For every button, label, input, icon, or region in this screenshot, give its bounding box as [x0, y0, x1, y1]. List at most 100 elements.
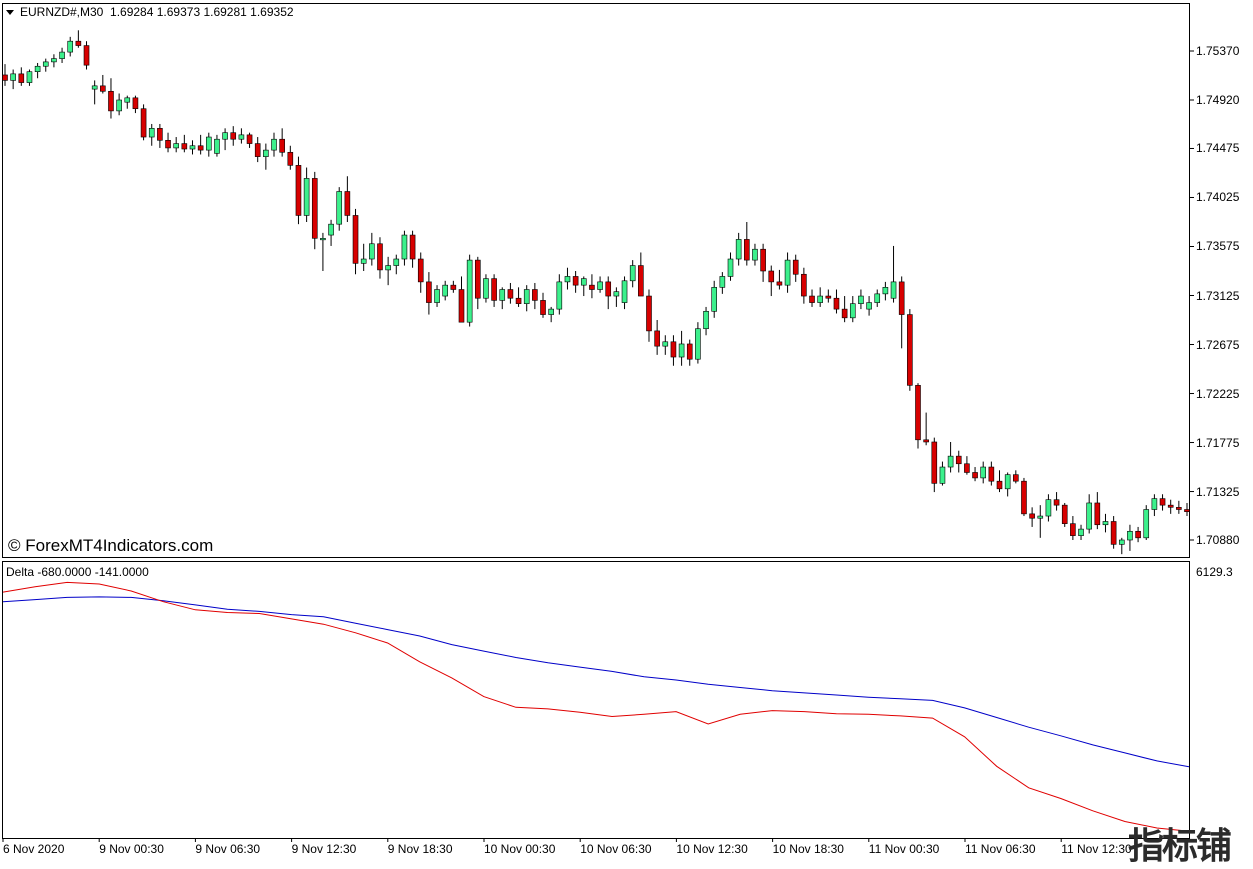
price-tick-label: 1.74025 [1196, 190, 1240, 205]
bear-candle [972, 472, 978, 479]
bear-candle [907, 314, 913, 386]
bear-candle [157, 128, 163, 141]
price-tick-label: 1.74920 [1196, 93, 1240, 107]
price-tick-label: 1.74475 [1196, 141, 1240, 156]
bear-candle [654, 330, 660, 347]
price-tick-label: 1.73575 [1196, 239, 1240, 254]
bear-candle [809, 295, 815, 303]
bear-candle [760, 248, 766, 272]
bull-candle [1045, 499, 1052, 517]
bear-candle [540, 300, 546, 315]
bull-candle [703, 310, 709, 330]
bull-candle [695, 328, 701, 360]
bear-candle [75, 40, 82, 46]
bear-candle [996, 480, 1003, 490]
price-tick-label: 1.72225 [1196, 386, 1240, 401]
symbol-menu-arrow-icon[interactable] [6, 10, 14, 15]
bear-candle [1061, 504, 1068, 524]
bull-candle [26, 71, 33, 83]
bull-candle [580, 278, 587, 286]
bear-candle [181, 143, 188, 150]
bull-candle [621, 280, 628, 303]
bull-candle [42, 61, 49, 67]
bull-candle [939, 466, 946, 484]
bear-candle [287, 151, 294, 166]
bear-candle [825, 295, 832, 299]
bull-candle [1086, 502, 1092, 530]
bear-candle [83, 45, 90, 66]
bear-candle [1184, 509, 1190, 512]
price-tick-label: 1.70880 [1196, 533, 1240, 547]
bear-candle [532, 289, 538, 301]
bear-candle [409, 234, 416, 260]
bull-candle [499, 289, 506, 301]
bull-candle [947, 455, 954, 468]
bull-candle [980, 466, 987, 479]
bear-candle [230, 132, 237, 140]
bear-candle [833, 297, 840, 310]
bear-candle [311, 178, 318, 239]
bear-candle [352, 215, 359, 264]
bear-candle [605, 281, 612, 297]
bull-candle [874, 293, 881, 303]
delta-blue-line [2, 596, 1190, 768]
bear-candle [1176, 507, 1182, 510]
bull-candle [434, 289, 440, 303]
bear-candle [279, 138, 285, 153]
bull-candle [727, 258, 734, 277]
bear-candle [1070, 523, 1076, 536]
bear-candle [1094, 502, 1101, 526]
bull-candle [116, 99, 122, 112]
bear-candle [686, 343, 693, 360]
bull-candle [629, 265, 636, 282]
bull-candle [1004, 474, 1011, 490]
bear-candle [744, 239, 750, 261]
chart-title: EURNZD#,M30 1.69284 1.69373 1.69281 1.69… [20, 5, 294, 19]
bear-candle [1135, 530, 1141, 539]
bull-candle [523, 289, 530, 304]
bear-candle [2, 74, 8, 81]
time-tick-label: 10 Nov 18:30 [772, 842, 844, 856]
bear-candle [295, 165, 302, 216]
bull-candle [271, 138, 277, 151]
bull-candle [866, 302, 872, 310]
bull-candle [1118, 539, 1125, 545]
bear-candle [776, 281, 783, 286]
bear-candle [841, 308, 848, 319]
time-tick-label: 9 Nov 06:30 [195, 842, 261, 856]
bear-candle [132, 97, 139, 110]
bear-candle [108, 90, 114, 112]
price-tick-label: 1.75370 [1196, 44, 1240, 58]
symbol-label: EURNZD#,M30 [20, 5, 104, 19]
bull-candle [1102, 521, 1109, 526]
bull-candle [393, 258, 400, 266]
bull-candle [719, 276, 726, 288]
bull-candle [1037, 515, 1044, 519]
bear-candle [646, 295, 652, 332]
bear-candle [1013, 474, 1019, 482]
bull-candle [597, 281, 603, 290]
bear-candle [792, 259, 799, 275]
bull-candle [1151, 498, 1158, 510]
bull-candle [263, 149, 269, 157]
bear-candle [1029, 513, 1035, 519]
bull-candle [1078, 528, 1084, 536]
price-tick-label: 1.72675 [1196, 337, 1240, 352]
bear-candle [955, 455, 962, 465]
bull-candle [442, 284, 448, 297]
bear-candle [458, 289, 465, 323]
bull-candle [817, 295, 823, 303]
logo-text: 指标铺 [1128, 826, 1232, 867]
bear-candle [507, 289, 514, 299]
bull-candle [222, 132, 228, 140]
bear-candle [915, 385, 921, 441]
bull-candle [34, 65, 41, 72]
price-tick-label: 1.71325 [1196, 484, 1240, 499]
bull-candle [548, 308, 554, 315]
bear-candle [1159, 498, 1166, 506]
bear-candle [589, 284, 595, 290]
bull-candle [214, 138, 220, 154]
bull-candle [711, 287, 718, 312]
bull-candle [735, 239, 742, 260]
